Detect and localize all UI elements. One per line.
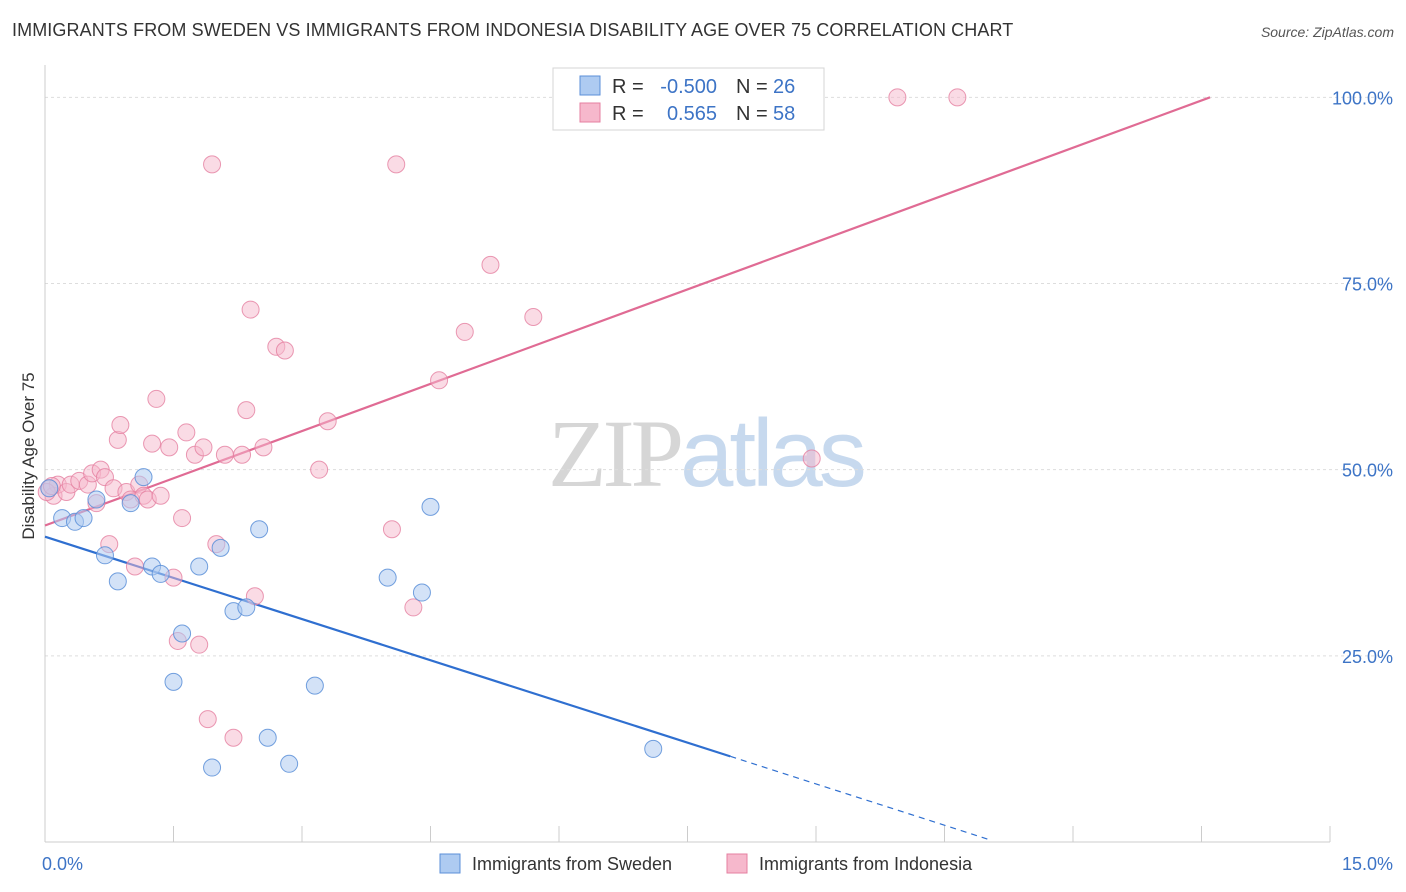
legend-n-value: 26 xyxy=(773,76,795,98)
source-credit: Source: ZipAtlas.com xyxy=(1260,24,1394,40)
data-point-indonesia xyxy=(147,389,166,408)
data-point-sweden xyxy=(421,497,440,516)
legend-n-label: N = xyxy=(736,76,768,98)
legend-swatch-sweden xyxy=(439,853,461,874)
data-point-indonesia xyxy=(173,509,192,528)
data-point-sweden xyxy=(250,520,269,539)
data-point-sweden xyxy=(134,468,153,487)
legend-n-value: 58 xyxy=(773,103,795,125)
series-sweden-points xyxy=(40,468,663,777)
data-point-indonesia xyxy=(237,401,256,420)
data-point-sweden xyxy=(87,490,106,509)
data-point-sweden xyxy=(203,758,222,777)
data-point-indonesia xyxy=(108,430,127,449)
data-point-indonesia xyxy=(198,710,217,729)
data-point-indonesia xyxy=(224,728,243,747)
data-point-sweden xyxy=(151,564,170,583)
y-tick-label: 100.0% xyxy=(1332,88,1393,108)
data-point-indonesia xyxy=(524,308,543,327)
data-point-sweden xyxy=(74,509,93,528)
data-point-sweden xyxy=(644,739,663,758)
data-point-sweden xyxy=(412,583,431,602)
data-point-indonesia xyxy=(194,438,213,457)
data-point-indonesia xyxy=(160,438,179,457)
axes xyxy=(44,65,1331,843)
legend-r-label: R = xyxy=(612,103,644,125)
data-point-indonesia xyxy=(318,412,337,431)
y-tick-labels: 25.0% 50.0% 75.0% 100.0% xyxy=(1332,88,1393,666)
data-point-indonesia xyxy=(275,341,294,360)
data-point-indonesia xyxy=(254,438,273,457)
data-point-sweden xyxy=(40,479,59,498)
x-tick-label: 0.0% xyxy=(42,854,83,874)
legend-label-sweden: Immigrants from Sweden xyxy=(472,854,672,874)
data-point-indonesia xyxy=(151,486,170,505)
legend-n-label: N = xyxy=(736,103,768,125)
data-point-sweden xyxy=(121,494,140,513)
trend-line-sweden-extension xyxy=(730,755,988,840)
correlation-legend: R = -0.500 N = 26 R = 0.565 N = 58 xyxy=(552,67,825,131)
data-point-indonesia xyxy=(233,445,252,464)
legend-label-indonesia: Immigrants from Indonesia xyxy=(759,854,973,874)
trend-lines xyxy=(44,96,1211,840)
data-point-indonesia xyxy=(111,415,130,434)
legend-swatch-sweden xyxy=(579,75,601,96)
data-point-indonesia xyxy=(190,635,209,654)
y-axis-label: Disability Age Over 75 xyxy=(19,372,38,539)
watermark-zip: ZIP xyxy=(548,400,684,507)
data-point-indonesia xyxy=(310,460,329,479)
data-point-sweden xyxy=(237,598,256,617)
legend-swatch-indonesia xyxy=(579,102,601,123)
legend-swatch-indonesia xyxy=(726,853,748,874)
data-point-indonesia xyxy=(203,155,222,174)
data-point-sweden xyxy=(211,538,230,557)
legend-r-label: R = xyxy=(612,76,644,98)
series-legend: Immigrants from Sweden Immigrants from I… xyxy=(439,853,973,874)
grid-lines xyxy=(45,96,1395,657)
watermark-atlas: atlas xyxy=(680,400,867,507)
data-point-indonesia xyxy=(430,371,449,390)
data-point-indonesia xyxy=(455,322,474,341)
x-tick-labels: 0.0% 15.0% xyxy=(42,854,1393,874)
data-point-indonesia xyxy=(382,520,401,539)
data-point-sweden xyxy=(173,624,192,643)
data-point-indonesia xyxy=(387,155,406,174)
data-point-indonesia xyxy=(125,557,144,576)
data-point-sweden xyxy=(378,568,397,587)
data-point-sweden xyxy=(258,728,277,747)
data-point-sweden xyxy=(305,676,324,695)
data-point-sweden xyxy=(95,546,114,565)
data-point-sweden xyxy=(280,754,299,773)
chart-title: IMMIGRANTS FROM SWEDEN VS IMMIGRANTS FRO… xyxy=(12,20,1014,40)
data-point-indonesia xyxy=(481,255,500,274)
data-point-indonesia xyxy=(404,598,423,617)
data-point-indonesia xyxy=(241,300,260,319)
data-point-indonesia xyxy=(177,423,196,442)
data-point-sweden xyxy=(108,572,127,591)
y-tick-label: 75.0% xyxy=(1342,275,1393,295)
data-point-indonesia xyxy=(948,88,967,107)
x-tick-label: 15.0% xyxy=(1342,854,1393,874)
legend-r-value: -0.500 xyxy=(660,76,717,98)
y-tick-label: 50.0% xyxy=(1342,461,1393,481)
data-point-sweden xyxy=(190,557,209,576)
y-tick-label: 25.0% xyxy=(1342,647,1393,667)
watermark: ZIPatlas xyxy=(548,398,867,509)
legend-r-value: 0.565 xyxy=(667,103,717,125)
data-point-indonesia xyxy=(888,88,907,107)
data-point-indonesia xyxy=(215,445,234,464)
data-point-indonesia xyxy=(143,434,162,453)
data-point-indonesia xyxy=(802,449,821,468)
data-point-sweden xyxy=(164,672,183,691)
series-indonesia-points xyxy=(37,88,967,747)
